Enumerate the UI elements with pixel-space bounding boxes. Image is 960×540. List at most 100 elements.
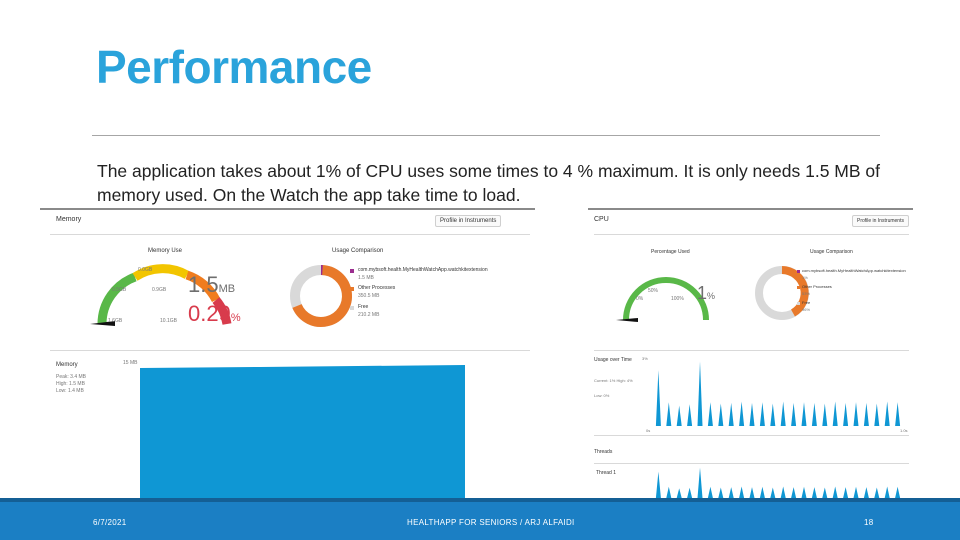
- cpu-spike: [832, 486, 838, 498]
- memory-high-stat: High: 1.5 MB: [56, 381, 85, 387]
- memory-value: 1.5MB: [188, 272, 235, 298]
- cpu-spike: [697, 361, 703, 426]
- divider: [594, 234, 909, 235]
- cpu-spike: [811, 487, 817, 498]
- legend-label-app: com.mybsoft.health.MyHealthWatchApp.watc…: [358, 267, 488, 273]
- cpu-spike: [811, 402, 817, 426]
- cpu-spike: [707, 402, 713, 426]
- usage-comparison-title: Usage Comparison: [332, 248, 384, 254]
- legend-value-app: 1.5 MB: [358, 275, 374, 281]
- divider: [50, 234, 530, 235]
- legend-label-app: com.mybsoft.health.MyHealthWatchApp.watc…: [802, 268, 906, 273]
- divider: [50, 350, 530, 351]
- memory-screenshot: Memory Profile in Instruments Memory Use…: [40, 208, 535, 498]
- panel-top-border: [588, 208, 913, 210]
- cpu-spike: [707, 486, 713, 498]
- footer-accent-bar: [0, 498, 960, 502]
- slide-footer: 6/7/2021 HEALTHAPP FOR SENIORS / ARJ ALF…: [0, 498, 960, 540]
- gauge-tick: 50%: [648, 288, 659, 294]
- cpu-spike: [666, 402, 672, 426]
- usage-over-time-label: Usage over Time: [594, 357, 632, 363]
- legend-swatch-app: [797, 270, 800, 273]
- legend-label-other: Other Processes: [358, 285, 396, 291]
- cpu-spike: [718, 403, 724, 426]
- cpu-value-number: 1: [697, 283, 708, 303]
- cpu-spike: [822, 403, 828, 426]
- cpu-spike: [780, 401, 786, 426]
- memory-percent-number: 0.29: [188, 301, 231, 326]
- thread-name: Thread 1: [596, 470, 617, 476]
- cpu-spike: [853, 402, 859, 426]
- footer-title: HEALTHAPP FOR SENIORS / ARJ ALFAIDI: [407, 518, 575, 527]
- memory-value-number: 1.5: [188, 272, 219, 297]
- memory-side-label: Memory: [56, 362, 78, 368]
- cpu-spike: [801, 402, 807, 426]
- legend-value-app: 1%: [802, 275, 808, 280]
- cpu-spike: [655, 370, 661, 426]
- cpu-value: 1%: [697, 283, 715, 304]
- cpu-spike: [884, 401, 890, 426]
- cpu-spike: [791, 487, 797, 498]
- gauge-tick: 0.5GB: [112, 287, 127, 293]
- legend-value-other: 350.5 MB: [358, 293, 380, 299]
- memory-peak-stat: Peak: 3.4 MB: [56, 374, 87, 380]
- cpu-spike: [739, 401, 745, 426]
- cpu-spike: [728, 487, 734, 498]
- legend-value-free: 96%: [802, 307, 811, 312]
- gauge-tick: 0%: [636, 296, 644, 302]
- cpu-donut-chart: [755, 266, 809, 320]
- legend-swatch-other: [797, 286, 800, 289]
- divider: [594, 350, 909, 351]
- legend-label-free: Free: [802, 300, 811, 305]
- memory-percent: 0.29%: [188, 301, 241, 327]
- cpu-spike: [687, 487, 693, 498]
- cpu-gauge: [616, 277, 709, 322]
- cpu-spike: [874, 487, 880, 498]
- profile-in-instruments-button[interactable]: Profile in Instruments: [435, 215, 502, 227]
- legend-label-other: Other Processes: [802, 284, 832, 289]
- memory-gauge-title: Memory Use: [148, 248, 183, 254]
- slide-title: Performance: [96, 41, 372, 93]
- memory-axis-top: 15 MB: [123, 360, 138, 366]
- cpu-spike: [759, 486, 765, 498]
- slide-number: 18: [864, 518, 874, 527]
- threads-label: Threads: [594, 449, 613, 455]
- cpu-current-stat: Current: 1% High: 4%: [594, 378, 633, 383]
- cpu-spike: [822, 487, 828, 498]
- cpu-spike: [843, 402, 849, 426]
- cpu-spike: [791, 402, 797, 426]
- footer-date: 6/7/2021: [93, 518, 127, 527]
- gauge-tick: 10.1GB: [160, 318, 177, 324]
- cpu-spike: [666, 486, 672, 498]
- memory-usage-area-chart: [140, 365, 465, 498]
- cpu-spike: [728, 402, 734, 426]
- legend-value-other: 53%: [802, 291, 811, 296]
- profile-in-instruments-button[interactable]: Profile in Instruments: [852, 215, 909, 227]
- cpu-spike: [895, 486, 901, 498]
- cpu-spike: [655, 471, 661, 498]
- cpu-axis-right: 1.0s: [900, 428, 908, 433]
- legend-swatch-other: [350, 287, 354, 291]
- title-divider: [92, 135, 880, 136]
- memory-header: Memory: [56, 216, 82, 223]
- legend-label-free: Free: [358, 304, 369, 310]
- cpu-spike: [895, 402, 901, 426]
- cpu-spike: [759, 402, 765, 426]
- cpu-spike: [780, 486, 786, 498]
- cpu-header: CPU: [594, 216, 609, 223]
- gauge-tick: 0.9GB: [152, 287, 167, 293]
- cpu-low-stat: Low: 0%: [594, 393, 610, 398]
- cpu-axis-left: 0s: [646, 428, 651, 433]
- panel-top-border: [40, 208, 535, 210]
- gauge-tick: 1.6GB: [108, 318, 123, 324]
- divider: [594, 435, 909, 436]
- thread-activity-chart: [655, 467, 901, 498]
- gauge-tick: 0.0GB: [138, 267, 153, 273]
- cpu-spike: [697, 467, 703, 498]
- cpu-screenshot: CPU Profile in Instruments Percentage Us…: [588, 208, 913, 498]
- memory-value-unit: MB: [218, 283, 236, 295]
- cpu-spike: [676, 488, 682, 498]
- cpu-spike: [687, 404, 693, 426]
- legend-value-free: 210.2 MB: [358, 312, 380, 318]
- cpu-spike: [843, 487, 849, 498]
